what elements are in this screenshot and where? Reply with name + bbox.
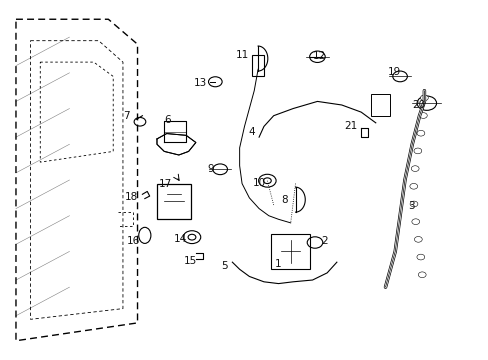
Text: 6: 6 bbox=[164, 115, 171, 125]
Text: 15: 15 bbox=[183, 256, 196, 266]
Circle shape bbox=[409, 184, 417, 189]
Text: 21: 21 bbox=[343, 121, 356, 131]
Text: 4: 4 bbox=[248, 127, 255, 138]
Text: 11: 11 bbox=[235, 50, 249, 60]
Circle shape bbox=[411, 219, 419, 225]
Text: 1: 1 bbox=[274, 259, 281, 269]
Text: 16: 16 bbox=[127, 236, 140, 246]
Circle shape bbox=[418, 272, 425, 278]
Bar bbox=[251, 55, 264, 76]
Text: 12: 12 bbox=[313, 51, 326, 61]
Bar bbox=[157, 184, 191, 219]
Text: 17: 17 bbox=[159, 179, 172, 189]
Circle shape bbox=[414, 237, 421, 242]
Text: 7: 7 bbox=[123, 111, 130, 121]
Bar bbox=[370, 94, 389, 116]
Circle shape bbox=[409, 201, 417, 207]
Circle shape bbox=[416, 130, 424, 136]
Text: 14: 14 bbox=[173, 234, 186, 244]
Bar bbox=[271, 234, 309, 269]
Circle shape bbox=[416, 254, 424, 260]
Text: 5: 5 bbox=[220, 261, 227, 271]
Text: 18: 18 bbox=[125, 192, 138, 202]
Text: 3: 3 bbox=[407, 201, 414, 211]
Text: 2: 2 bbox=[321, 237, 327, 247]
Circle shape bbox=[410, 166, 418, 171]
Circle shape bbox=[420, 95, 427, 101]
Circle shape bbox=[419, 113, 427, 118]
Text: 19: 19 bbox=[387, 67, 400, 77]
Text: 9: 9 bbox=[207, 164, 213, 174]
Circle shape bbox=[413, 148, 421, 154]
Text: 20: 20 bbox=[411, 100, 424, 110]
Text: 8: 8 bbox=[281, 195, 287, 204]
Text: 10: 10 bbox=[252, 178, 265, 188]
Polygon shape bbox=[157, 134, 196, 155]
Text: 13: 13 bbox=[194, 78, 207, 88]
